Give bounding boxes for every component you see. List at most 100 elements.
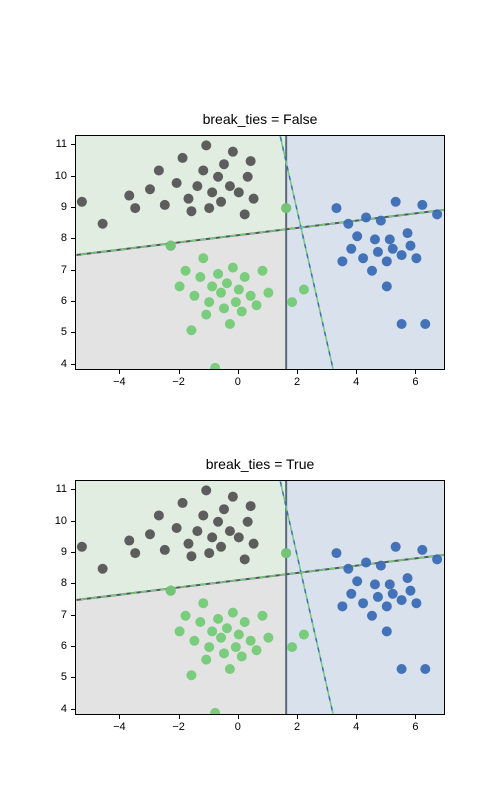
scatter-point — [252, 645, 262, 655]
scatter-point — [249, 194, 259, 204]
scatter-point — [257, 266, 267, 276]
x-tick-label: 6 — [412, 376, 418, 388]
scatter-point — [98, 564, 108, 574]
scatter-point — [403, 228, 413, 238]
scatter-point — [204, 548, 214, 558]
scatter-point — [204, 203, 214, 213]
x-tick — [238, 370, 239, 374]
scatter-point — [201, 655, 211, 665]
scatter-point — [225, 526, 235, 536]
scatter-point — [358, 253, 368, 263]
scatter-point — [189, 291, 199, 301]
scatter-point — [219, 648, 229, 658]
scatter-point — [225, 181, 235, 191]
scatter-point — [183, 194, 193, 204]
scatter-point — [346, 244, 356, 254]
plot-area — [75, 480, 445, 715]
x-tick-label: 0 — [235, 721, 241, 733]
plot-title: break_ties = False — [75, 111, 445, 127]
scatter-point — [204, 297, 214, 307]
scatter-point — [382, 601, 392, 611]
scatter-point — [397, 595, 407, 605]
scatter-point — [252, 300, 262, 310]
scatter-point — [237, 651, 247, 661]
scatter-point — [385, 579, 395, 589]
scatter-point — [178, 153, 188, 163]
scatter-point — [411, 598, 421, 608]
x-tick-label: 2 — [294, 721, 300, 733]
scatter-point — [361, 212, 371, 222]
scatter-point — [432, 209, 442, 219]
x-tick — [297, 370, 298, 374]
y-tick-label: 9 — [61, 546, 67, 558]
scatter-point — [376, 216, 386, 226]
scatter-point — [420, 664, 430, 674]
scatter-point — [240, 617, 250, 627]
scatter-point — [222, 278, 232, 288]
scatter-point — [240, 209, 250, 219]
scatter-point — [382, 256, 392, 266]
x-tick — [119, 715, 120, 719]
scatter-point — [198, 253, 208, 263]
x-tick-label: 0 — [235, 376, 241, 388]
scatter-point — [183, 539, 193, 549]
scatter-point — [216, 542, 226, 552]
scatter-point — [240, 554, 250, 564]
x-tick — [179, 370, 180, 374]
scatter-point — [246, 156, 256, 166]
scatter-point — [246, 636, 256, 646]
scatter-point — [145, 529, 155, 539]
scatter-point — [343, 219, 353, 229]
scatter-point — [403, 573, 413, 583]
scatter-point — [367, 611, 377, 621]
x-tick — [238, 715, 239, 719]
y-tick — [71, 583, 75, 584]
scatter-point — [385, 234, 395, 244]
scatter-point — [166, 241, 176, 251]
y-tick-label: 7 — [61, 609, 67, 621]
scatter-point — [263, 288, 273, 298]
scatter-point — [388, 244, 398, 254]
x-tick — [179, 715, 180, 719]
scatter-point — [178, 498, 188, 508]
scatter-point — [370, 579, 380, 589]
scatter-point — [331, 203, 341, 213]
scatter-point — [216, 633, 226, 643]
decision-region — [286, 136, 445, 370]
scatter-point — [228, 263, 238, 273]
scatter-point — [186, 670, 196, 680]
y-tick — [71, 489, 75, 490]
scatter-point — [198, 510, 208, 520]
scatter-point — [263, 633, 273, 643]
x-tick-label: −4 — [113, 721, 126, 733]
y-tick — [71, 301, 75, 302]
scatter-point — [225, 664, 235, 674]
scatter-point — [231, 642, 241, 652]
scatter-point — [201, 485, 211, 495]
scatter-point — [186, 206, 196, 216]
y-tick — [71, 364, 75, 365]
scatter-point — [201, 310, 211, 320]
y-tick — [71, 176, 75, 177]
scatter-point — [213, 172, 223, 182]
y-tick — [71, 207, 75, 208]
scatter-point — [160, 545, 170, 555]
y-tick — [71, 270, 75, 271]
y-tick-label: 4 — [61, 358, 67, 370]
x-tick-label: 4 — [353, 721, 359, 733]
scatter-point — [130, 548, 140, 558]
scatter-point — [391, 197, 401, 207]
scatter-point — [361, 557, 371, 567]
y-tick — [71, 677, 75, 678]
scatter-point — [337, 256, 347, 266]
scatter-point — [388, 589, 398, 599]
scatter-point — [160, 200, 170, 210]
scatter-point — [370, 234, 380, 244]
scatter-point — [373, 592, 383, 602]
x-tick-label: −2 — [172, 376, 185, 388]
scatter-point — [346, 589, 356, 599]
scatter-point — [234, 285, 244, 295]
scatter-point — [337, 601, 347, 611]
x-tick-label: 6 — [412, 721, 418, 733]
scatter-point — [130, 203, 140, 213]
